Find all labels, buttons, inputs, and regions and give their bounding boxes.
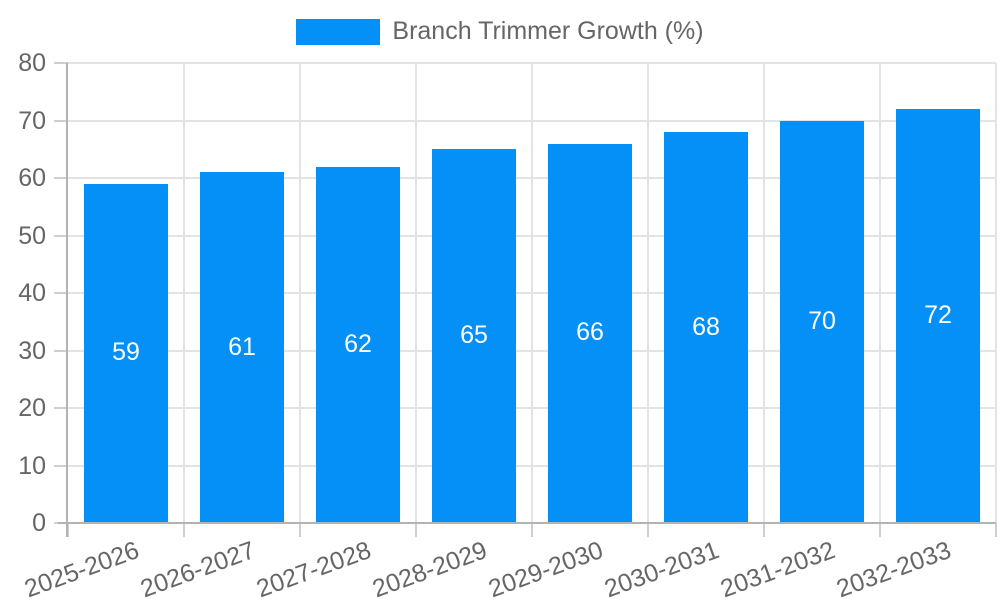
x-axis-tick-label: 2026-2027: [137, 536, 260, 600]
x-gridline: [183, 63, 185, 523]
bar: 66: [548, 143, 632, 522]
x-tick-mark: [183, 523, 185, 537]
bar: 72: [896, 109, 980, 522]
y-axis-tick-label: 70: [18, 106, 46, 135]
x-tick-mark: [67, 523, 69, 537]
bar-value-label: 65: [460, 321, 488, 350]
x-axis-line: [58, 522, 996, 524]
x-axis-tick-label: 2029-2030: [485, 536, 608, 600]
x-gridline: [879, 63, 881, 523]
y-axis-line: [66, 63, 68, 537]
x-tick-mark: [647, 523, 649, 537]
x-tick-mark: [299, 523, 301, 537]
bar: 59: [84, 183, 168, 522]
y-axis-tick-label: 30: [18, 336, 46, 365]
bar: 68: [664, 132, 748, 522]
x-gridline: [995, 63, 997, 523]
y-tick-mark: [54, 464, 68, 467]
y-tick-mark: [54, 407, 68, 409]
x-axis-tick-label: 2025-2026: [21, 536, 144, 600]
y-tick-mark: [54, 234, 68, 237]
bar-value-label: 68: [692, 312, 720, 341]
x-gridline: [647, 63, 649, 523]
x-tick-mark: [415, 523, 417, 537]
y-axis-tick-label: 0: [32, 509, 46, 537]
y-axis-tick-label: 40: [18, 279, 46, 307]
bar: 65: [432, 149, 516, 522]
bar-value-label: 70: [808, 306, 836, 335]
x-tick-mark: [763, 523, 765, 537]
y-tick-mark: [54, 119, 68, 122]
y-axis-tick-label: 50: [18, 221, 46, 250]
bar-value-label: 62: [344, 329, 372, 358]
y-tick-mark: [54, 177, 68, 179]
x-gridline: [763, 63, 765, 523]
bar-value-label: 59: [112, 338, 140, 367]
y-axis-tick-label: 60: [18, 164, 46, 192]
bar: 70: [780, 120, 864, 522]
x-gridline: [531, 63, 533, 523]
x-gridline: [415, 63, 417, 523]
x-axis-tick-label: 2032-2033: [833, 536, 956, 600]
x-axis-tick-label: 2027-2028: [253, 536, 376, 600]
bar: 61: [200, 172, 284, 522]
bar: 62: [316, 166, 400, 522]
x-tick-mark: [879, 523, 881, 537]
bar-value-label: 61: [228, 332, 256, 361]
chart-legend[interactable]: Branch Trimmer Growth (%): [0, 17, 1000, 46]
y-tick-mark: [54, 349, 68, 352]
x-axis-tick-label: 2031-2032: [717, 536, 840, 600]
x-tick-mark: [995, 523, 997, 537]
y-axis-tick-label: 20: [18, 394, 46, 422]
y-axis-tick-label: 80: [18, 49, 46, 77]
y-axis-tick-label: 10: [18, 451, 46, 480]
y-tick-mark: [54, 292, 68, 294]
bar-value-label: 72: [924, 301, 952, 329]
x-axis-tick-label: 2030-2031: [601, 536, 724, 600]
bar-value-label: 66: [576, 318, 604, 347]
legend-label: Branch Trimmer Growth (%): [392, 17, 704, 45]
y-tick-mark: [54, 62, 68, 64]
legend-swatch-icon: [296, 18, 381, 45]
x-tick-mark: [531, 523, 533, 537]
x-axis-tick-label: 2028-2029: [369, 536, 492, 600]
x-gridline: [299, 63, 301, 523]
